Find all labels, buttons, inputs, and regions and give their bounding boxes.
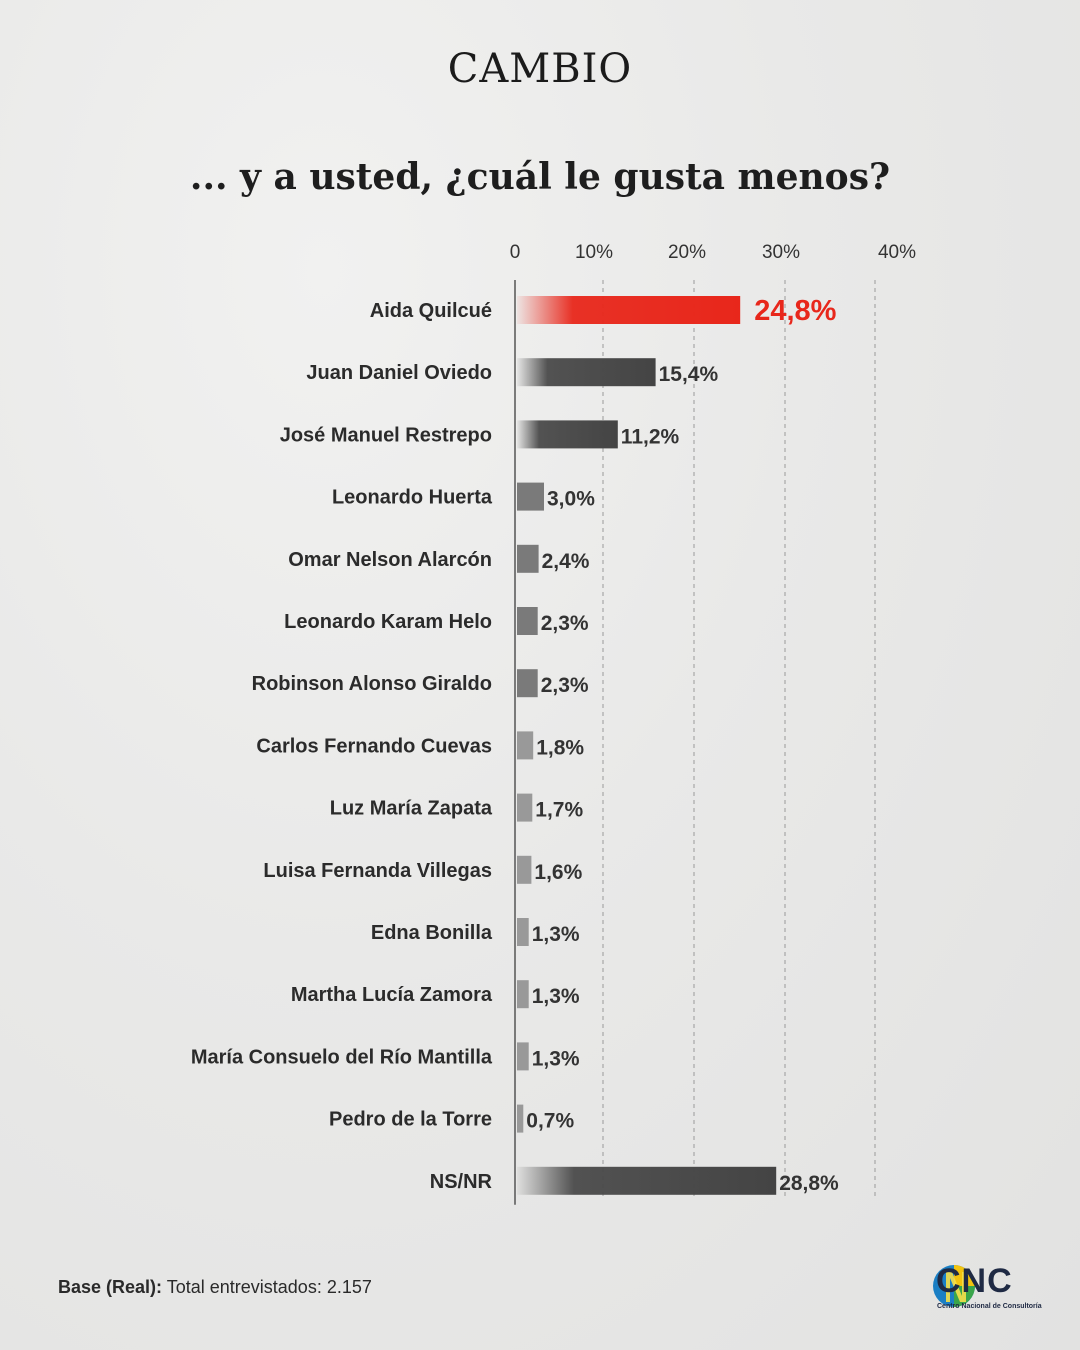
bar [517, 420, 618, 449]
footer-base-note: Base (Real): Total entrevistados: 2.157 [58, 1277, 372, 1298]
bar [517, 731, 534, 760]
category-label: Martha Lucía Zamora [291, 984, 493, 1006]
value-label: 15,4% [659, 363, 719, 386]
category-label: Aida Quilcué [370, 300, 492, 322]
bar [517, 855, 532, 884]
category-label: Carlos Fernando Cuevas [256, 735, 492, 757]
bar [517, 669, 538, 698]
footer-base-text: Total entrevistados: 2.157 [166, 1277, 372, 1297]
category-label: NS/NR [430, 1171, 493, 1193]
bar [517, 482, 544, 511]
bar [517, 544, 539, 573]
category-label: Robinson Alonso Giraldo [252, 673, 492, 695]
value-label: 2,4% [542, 550, 590, 573]
category-label: Juan Daniel Oviedo [306, 362, 492, 384]
x-tick-label: 0 [510, 242, 521, 263]
bar [517, 1042, 529, 1071]
bar [517, 1104, 524, 1133]
bar [517, 1166, 777, 1195]
category-label: Edna Bonilla [371, 922, 493, 944]
footer-base-label: Base (Real): [58, 1277, 163, 1297]
value-label: 28,8% [779, 1172, 839, 1195]
value-label: 1,3% [532, 985, 580, 1008]
value-label: 1,3% [532, 923, 580, 946]
bar [517, 793, 533, 822]
value-label: 2,3% [541, 612, 589, 635]
brand-logo-text: CAMBIO [447, 46, 633, 92]
value-label: 24,8% [754, 295, 836, 327]
x-tick-label: 40% [878, 242, 916, 263]
category-label: Luisa Fernanda Villegas [263, 860, 492, 882]
cnc-logo-text: CNC [936, 1262, 1013, 1300]
value-label: 1,8% [536, 736, 584, 759]
value-label: 1,6% [534, 861, 582, 884]
bar [517, 358, 656, 387]
category-label: Leonardo Karam Helo [284, 611, 492, 633]
bar [517, 296, 741, 324]
value-label: 1,3% [532, 1047, 580, 1070]
value-label: 3,0% [547, 488, 595, 511]
x-tick-label: 30% [762, 242, 800, 263]
x-tick-label: 10% [575, 242, 613, 263]
category-label: Leonardo Huerta [332, 487, 493, 509]
category-label: José Manuel Restrepo [280, 424, 492, 446]
value-label: 1,7% [535, 799, 583, 822]
category-label: Pedro de la Torre [329, 1109, 492, 1131]
chart-title: ... y a usted, ¿cuál le gusta menos? [189, 156, 891, 198]
category-label: Luz María Zapata [330, 798, 493, 820]
cnc-logo-icon [933, 1265, 975, 1307]
cnc-logo-subtitle: Centro Nacional de Consultoría [937, 1303, 1042, 1310]
bar [517, 980, 529, 1009]
value-label: 11,2% [621, 425, 680, 448]
value-label: 2,3% [541, 674, 589, 697]
category-label: María Consuelo del Río Mantilla [191, 1046, 493, 1068]
category-label: Omar Nelson Alarcón [288, 549, 492, 571]
bar [517, 918, 529, 946]
bar [517, 607, 538, 635]
value-label: 0,7% [526, 1110, 574, 1133]
x-tick-label: 20% [668, 242, 706, 263]
